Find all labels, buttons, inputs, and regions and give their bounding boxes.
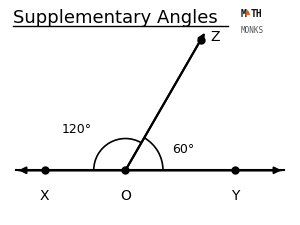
Text: Z: Z [211,30,220,44]
Text: M: M [241,9,247,19]
Text: O: O [120,189,131,203]
Text: 60°: 60° [172,143,194,156]
Text: 120°: 120° [61,123,92,136]
Text: MONKS: MONKS [241,26,264,35]
Text: X: X [40,189,50,203]
Text: TH: TH [250,9,262,19]
Text: Supplementary Angles: Supplementary Angles [13,9,218,27]
Text: ▲: ▲ [245,9,251,15]
Text: Y: Y [231,189,239,203]
